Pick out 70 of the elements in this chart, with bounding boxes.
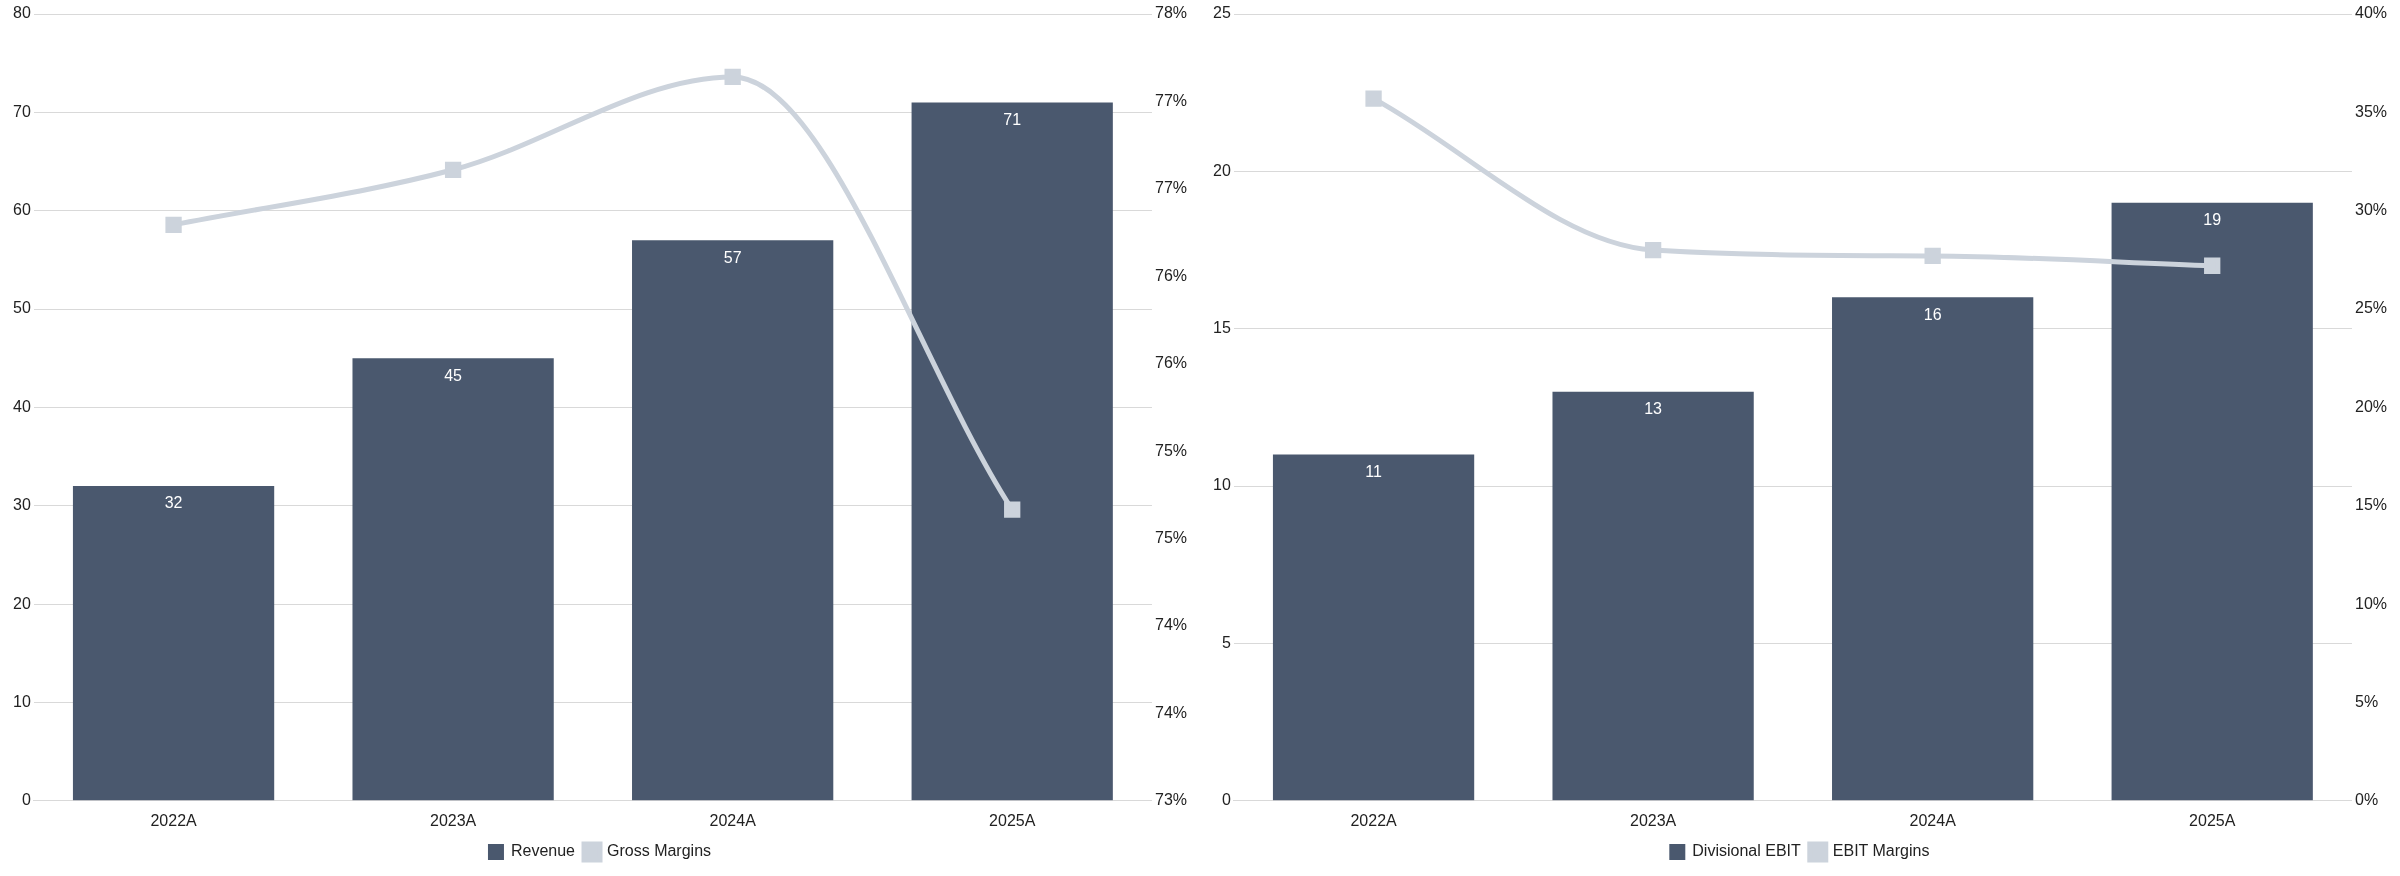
- y2-tick-label: 78%: [1154, 4, 1188, 22]
- y2-tick-label: 20%: [2354, 397, 2388, 415]
- y-tick-label: 10: [1213, 476, 1231, 494]
- y-tick-label: 0: [1221, 791, 1231, 809]
- y-tick-label: 5: [1221, 633, 1231, 651]
- y-tick-label: 20: [13, 594, 31, 612]
- y2-tick-label: 74%: [1154, 616, 1188, 634]
- y2-tick-label: 75%: [1154, 441, 1188, 459]
- y2-tick-label: 40%: [2354, 4, 2388, 22]
- y2-tick-label: 77%: [1154, 91, 1188, 109]
- y-tick-label: 20: [1213, 161, 1231, 179]
- y2-tick-label: 10%: [2354, 594, 2388, 612]
- y2-tick-label: 76%: [1154, 266, 1188, 284]
- x-tick-label: 2022A: [1350, 811, 1398, 829]
- y-tick-label: 0: [21, 791, 31, 809]
- y2-tick-label: 0%: [2354, 791, 2379, 809]
- legend-label: EBIT Margins: [1832, 842, 1930, 860]
- bar: [1272, 454, 1475, 801]
- data-label: 45: [444, 366, 463, 384]
- data-label: 57: [723, 248, 742, 266]
- y-tick-label: 40: [13, 397, 31, 415]
- x-tick-label: 2024A: [1909, 811, 1957, 829]
- y-tick-label: 70: [13, 102, 31, 120]
- x-tick-label: 2022A: [150, 811, 198, 829]
- y-tick-label: 80: [13, 4, 31, 22]
- bar: [2111, 202, 2313, 801]
- data-label: 13: [1644, 400, 1663, 418]
- point: [2204, 257, 2221, 274]
- y2-tick-label: 15%: [2354, 496, 2388, 514]
- y2-tick-label: 73%: [1154, 791, 1188, 809]
- point: [1004, 501, 1021, 518]
- point: [444, 161, 462, 178]
- point: [1644, 241, 1662, 259]
- y2-tick-label: 5%: [2354, 692, 2379, 710]
- bar: [1832, 297, 2034, 801]
- y-tick-label: 50: [13, 299, 31, 317]
- y2-tick-label: 30%: [2354, 201, 2388, 219]
- bar: [911, 102, 1113, 801]
- legend-label: Divisional EBIT: [1692, 842, 1802, 860]
- y2-tick-label: 75%: [1154, 528, 1188, 546]
- y2-tick-label: 76%: [1154, 354, 1188, 372]
- y-tick-label: 10: [13, 692, 31, 710]
- x-tick-label: 2023A: [1629, 811, 1677, 829]
- point: [165, 216, 182, 234]
- x-tick-label: 2024A: [709, 811, 757, 829]
- x-tick-label: 2025A: [2189, 811, 2236, 829]
- legend-label: Gross Margins: [607, 842, 712, 860]
- y2-tick-label: 35%: [2354, 102, 2388, 120]
- y-tick-label: 30: [13, 496, 31, 514]
- y2-tick-label: 25%: [2354, 299, 2388, 317]
- bar: [632, 240, 834, 801]
- data-label: 71: [1003, 110, 1022, 128]
- bar: [1552, 391, 1754, 801]
- y2-tick-label: 74%: [1154, 703, 1188, 721]
- point: [1924, 247, 1941, 265]
- y-tick-label: 60: [13, 201, 31, 219]
- point: [1365, 90, 1382, 107]
- bar: [72, 486, 275, 801]
- y2-tick-label: 77%: [1154, 179, 1188, 197]
- point: [724, 68, 741, 86]
- data-label: 16: [1923, 305, 1942, 323]
- bar: [352, 358, 554, 801]
- data-label: 19: [2203, 211, 2222, 229]
- x-tick-label: 2023A: [429, 811, 477, 829]
- data-label: 11: [1365, 463, 1382, 481]
- y-tick-label: 15: [1213, 319, 1231, 337]
- x-tick-label: 2025A: [989, 811, 1036, 829]
- data-label: 32: [164, 494, 183, 512]
- y-tick-label: 25: [1213, 4, 1231, 22]
- legend-label: Revenue: [510, 842, 576, 860]
